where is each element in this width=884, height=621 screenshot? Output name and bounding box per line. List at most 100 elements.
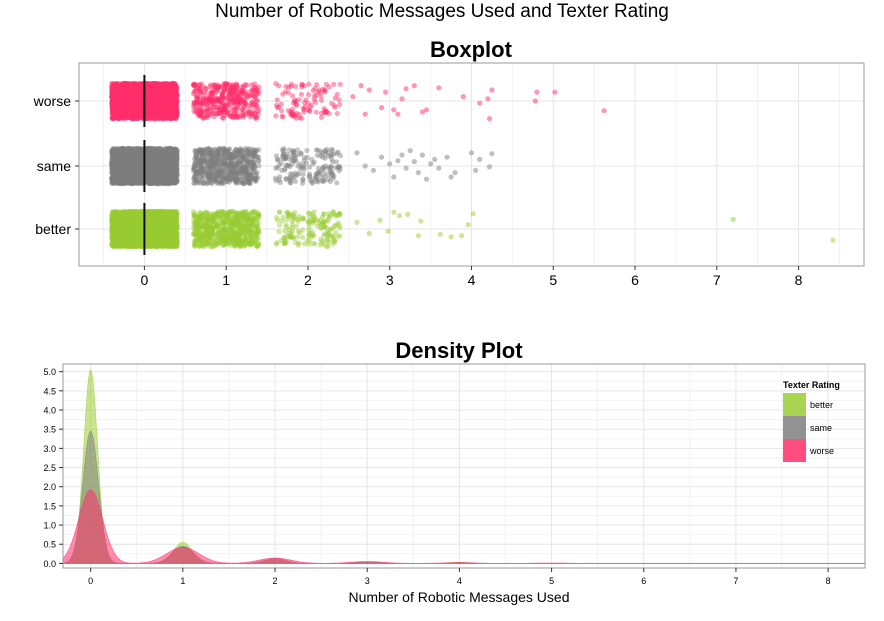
boxplot-point [438,232,443,237]
boxplot-point [250,209,255,214]
boxplot-point [337,233,342,238]
boxplot-point [321,220,326,225]
boxplot-point [330,233,335,238]
boxplot-point [313,241,318,246]
boxplot-point [214,224,219,229]
boxplot-point [136,237,141,242]
boxplot-point [197,236,202,241]
boxplot-point [296,229,301,234]
boxplot-point [277,222,282,227]
boxplot-point [326,211,331,216]
boxplot-point [222,229,227,234]
boxplot-point [129,242,134,247]
boxplot-point [165,244,170,249]
boxplot-points [109,81,835,249]
boxplot-point [204,220,209,225]
boxplot-point [306,242,311,247]
boxplot-point [301,216,306,221]
boxplot-point [287,227,292,232]
boxplot-point [292,215,297,220]
boxplot-point [163,232,168,237]
boxplot-point [123,214,128,219]
boxplot-point [252,224,257,229]
boxplot-point [246,216,251,221]
boxplot-point [294,224,299,229]
boxplot-point [167,237,172,242]
boxplot-point [170,241,175,246]
boxplot-point [170,219,175,224]
figure-title: Number of Robotic Messages Used and Text… [215,1,669,22]
boxplot-point [146,224,151,229]
boxplot-point [255,210,260,215]
boxplot-point [230,227,235,232]
boxplot-point [172,229,177,234]
boxplot-point [416,233,421,238]
boxplot-point [325,238,330,243]
boxplot-point [281,235,286,240]
boxplot-point [459,233,464,238]
boxplot-point [199,214,204,219]
boxplot-point [110,244,115,249]
boxplot-point [229,217,234,222]
boxplot-point [307,218,312,223]
boxplot-point [337,211,342,216]
boxplot-point [132,228,137,233]
boxplot-point [321,233,326,238]
boxplot-point [377,218,382,223]
boxplot-point [405,212,410,217]
boxplot-point [276,229,281,234]
boxplot-point [256,215,261,220]
boxplot-point [238,214,243,219]
boxplot-point [217,240,222,245]
boxplot-point [307,224,312,229]
boxplot-point [117,220,122,225]
boxplot-point [354,220,359,225]
boxplot-point [253,234,258,239]
boxplot-point [324,225,329,230]
boxplot-point [128,234,133,239]
boxplot-point [199,230,204,235]
boxplot-point [397,213,402,218]
boxplot-point [201,244,206,249]
boxplot-point [197,243,202,248]
boxplot-point [277,209,282,214]
boxplot-point [229,231,234,236]
boxplot-point [300,235,305,240]
boxplot-point [231,242,236,247]
boxplot-point [158,223,163,228]
boxplot-point [123,219,128,224]
boxplot-point [296,240,301,245]
boxplot-point [286,214,291,219]
boxplot-point [160,228,165,233]
boxplot-point [110,233,115,238]
boxplot-point [223,221,228,226]
boxplot-point [224,237,229,242]
boxplot-point [234,211,239,216]
boxplot-point [310,212,315,217]
boxplot-point [171,214,176,219]
boxplot-point [150,229,155,234]
boxplot-point [242,231,247,236]
boxplot-point [332,238,337,243]
boxplot-point [159,241,164,246]
boxplot-point [288,235,293,240]
boxplot-point [226,210,231,215]
boxplot-point [213,215,218,220]
boxplot-point [128,215,133,220]
boxplot-point [274,241,279,246]
boxplot-point [109,224,114,229]
boxplot-point [168,225,173,230]
boxplot-point [418,219,423,224]
boxplot-point [248,233,253,238]
boxplot-point [236,224,241,229]
boxplot-point [151,214,156,219]
boxplot-point [326,216,331,221]
boxplot-point [215,210,220,215]
boxplot-point [138,214,143,219]
boxplot-point [282,241,287,246]
boxplot-point [386,229,391,234]
boxplot-point [284,222,289,227]
boxplot-point [306,233,311,238]
boxplot-point [135,242,140,247]
